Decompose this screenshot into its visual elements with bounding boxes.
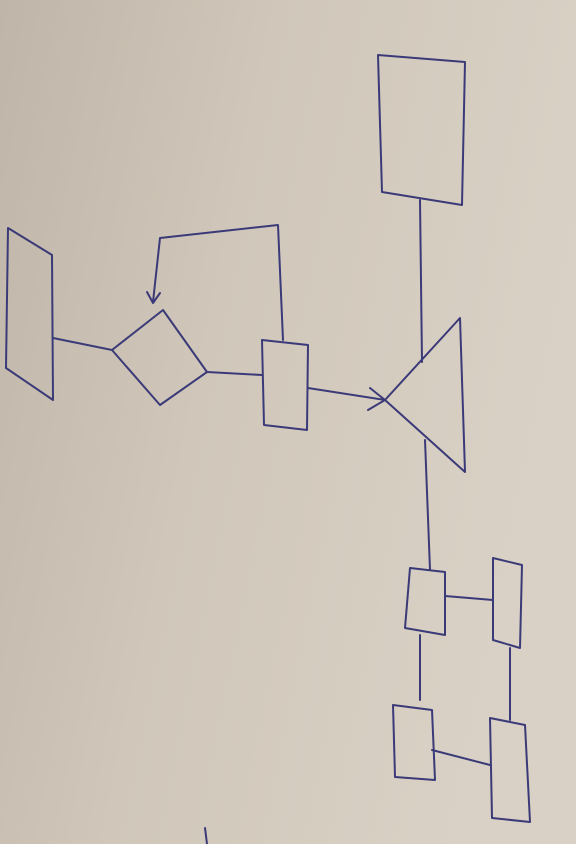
box-a [404,567,446,636]
top-rectangle [377,54,466,206]
loop-arrowhead [146,291,161,304]
loop-line [152,224,284,341]
box-d [489,717,531,823]
box-b [492,557,523,649]
connector [419,199,423,363]
stray-mark [204,827,208,844]
connector [52,337,113,351]
connector [206,371,263,376]
process-box [261,339,309,431]
box-c [392,704,436,781]
connector [307,387,386,401]
left-parallelogram [5,227,54,401]
connector [424,439,431,571]
connector [431,749,491,766]
connector [444,595,494,601]
